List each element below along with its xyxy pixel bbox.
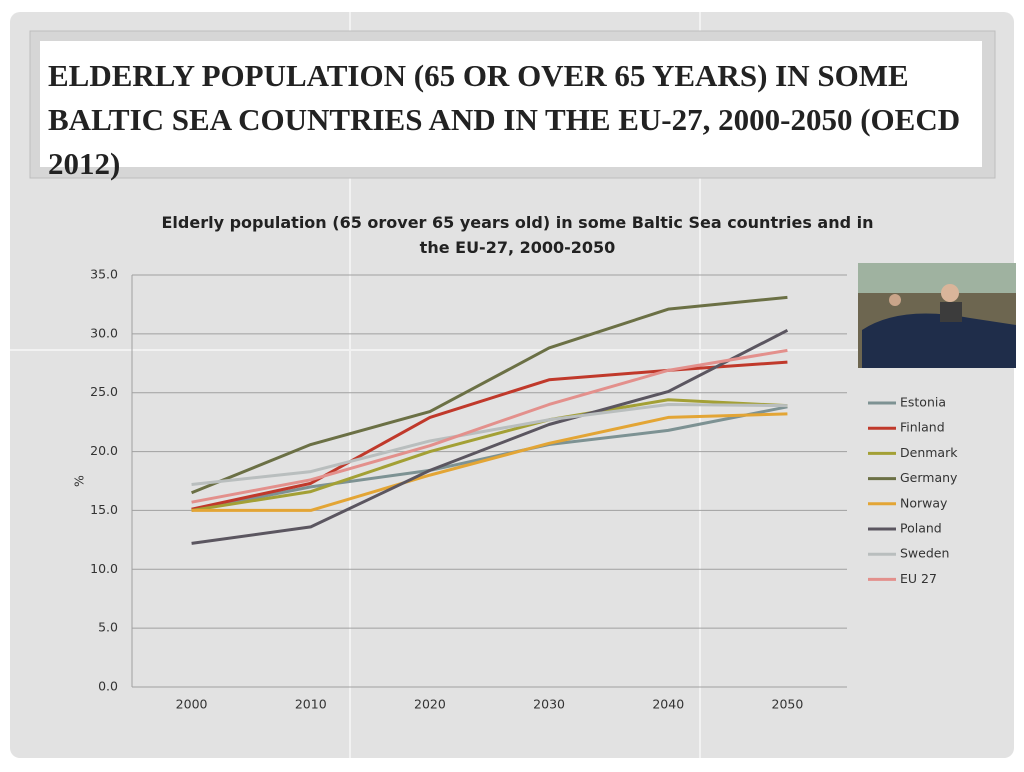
legend-label: Finland bbox=[900, 420, 945, 435]
legend-label: Estonia bbox=[900, 395, 946, 410]
series-line bbox=[191, 295, 788, 495]
slide-background bbox=[10, 12, 1014, 758]
x-tick-label: 2010 bbox=[295, 697, 327, 712]
slide-title: ELDERLY POPULATION (65 OR OVER 65 YEARS)… bbox=[48, 58, 961, 181]
series-line bbox=[191, 348, 788, 504]
y-tick-label: 30.0 bbox=[90, 325, 118, 340]
chart-title: Elderly population (65 orover 65 years o… bbox=[161, 213, 874, 257]
y-tick-label: 35.0 bbox=[90, 267, 118, 282]
y-tick-label: 10.0 bbox=[90, 561, 118, 576]
series-line bbox=[191, 405, 788, 512]
y-tick-label: 25.0 bbox=[90, 384, 118, 399]
x-tick-label: 2030 bbox=[533, 697, 565, 712]
series-line bbox=[191, 398, 788, 512]
legend-label: Poland bbox=[900, 521, 942, 536]
y-tick-label: 20.0 bbox=[90, 443, 118, 458]
y-axis-label: % bbox=[72, 475, 87, 487]
legend-label: Germany bbox=[900, 470, 958, 485]
x-tick-label: 2040 bbox=[652, 697, 684, 712]
legend-label: Norway bbox=[900, 495, 948, 510]
series-line bbox=[191, 360, 788, 511]
legend-label: Sweden bbox=[900, 546, 949, 561]
series-line bbox=[191, 412, 788, 512]
legend-label: Denmark bbox=[900, 445, 958, 460]
series-line bbox=[191, 402, 788, 487]
x-tick-label: 2000 bbox=[176, 697, 208, 712]
photo bbox=[858, 263, 1016, 368]
x-tick-label: 2050 bbox=[772, 697, 804, 712]
y-tick-label: 5.0 bbox=[98, 620, 118, 635]
title-box bbox=[40, 41, 982, 167]
x-tick-label: 2020 bbox=[414, 697, 446, 712]
y-tick-label: 15.0 bbox=[90, 502, 118, 517]
y-tick-label: 0.0 bbox=[98, 679, 118, 694]
series-line bbox=[191, 328, 789, 545]
legend-label: EU 27 bbox=[900, 571, 937, 586]
